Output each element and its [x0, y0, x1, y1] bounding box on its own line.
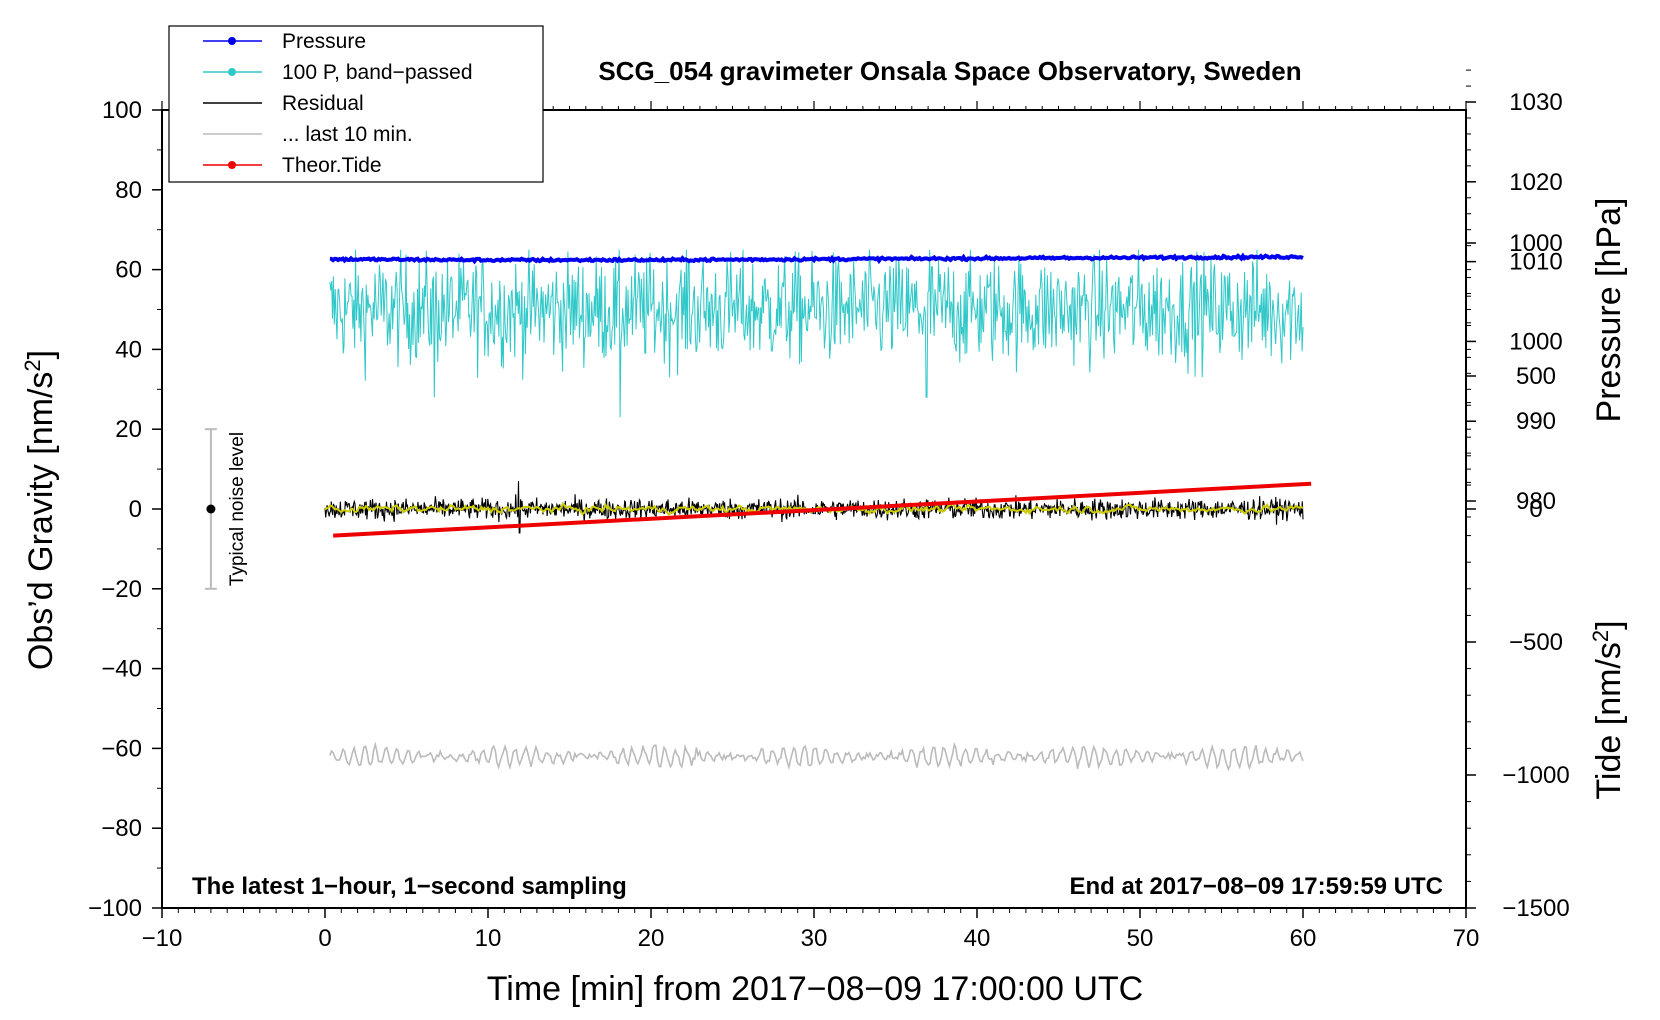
annotation-end-time: End at 2017−08−09 17:59:59 UTC: [1069, 873, 1443, 900]
tick-marks: [152, 69, 1476, 918]
series-pressure: [329, 252, 1304, 265]
y-tick-label: −40: [101, 656, 142, 683]
pressure-tick-label: 1000: [1509, 328, 1562, 355]
y-tick-label: −100: [88, 895, 142, 922]
y-tick-label: −20: [101, 576, 142, 603]
y-axis-pressure-title: Pressure [hPa]: [1590, 198, 1628, 423]
y-tick-label: 100: [102, 97, 142, 124]
x-tick-label: 50: [1127, 925, 1154, 952]
x-tick-label: −10: [142, 925, 183, 952]
legend-label: 100 P, band−passed: [282, 61, 473, 84]
y-tick-label: 0: [129, 496, 142, 523]
legend-label: Theor.Tide: [282, 154, 382, 177]
x-tick-label: 30: [801, 925, 828, 952]
x-tick-label: 70: [1453, 925, 1480, 952]
pressure-tick-label: 1020: [1509, 169, 1562, 196]
pressure-tick-label: 990: [1516, 408, 1556, 435]
series-group: [324, 249, 1312, 772]
tide-tick-label: 500: [1516, 363, 1556, 390]
tide-tick-label: 0: [1529, 496, 1542, 523]
legend: Pressure 100 P, band−passed Residual ... la…: [168, 25, 544, 183]
series-band-passed-pressure: [329, 249, 1304, 418]
pressure-tick-label: 1010: [1509, 249, 1562, 276]
x-tick-label: 10: [475, 925, 502, 952]
chart-title: SCG_054 gravimeter Onsala Space Observat…: [598, 56, 1301, 86]
tide-tick-label: 1000: [1509, 230, 1562, 257]
legend-swatch-marker: [228, 68, 236, 76]
annotation-sampling: The latest 1−hour, 1−second sampling: [192, 873, 627, 900]
y-tick-label: 20: [115, 416, 142, 443]
tide-tick-label: −1000: [1502, 762, 1569, 789]
x-axis-title: Time [min] from 2017−08−09 17:00:00 UTC: [487, 970, 1143, 1008]
legend-swatch-marker: [228, 37, 236, 45]
y-tick-label: 60: [115, 257, 142, 284]
pressure-tick-label: 1030: [1509, 89, 1562, 116]
legend-box: [168, 25, 544, 183]
y-tick-label: −80: [101, 815, 142, 842]
legend-swatch-marker: [228, 161, 236, 169]
legend-label: ... last 10 min.: [282, 123, 413, 146]
y-tick-label: −60: [101, 735, 142, 762]
y-tick-label: 40: [115, 336, 142, 363]
legend-label: Residual: [282, 92, 364, 115]
y-axis-left-title: Obs’d Gravity [nm/s2]: [20, 350, 61, 670]
tide-tick-label: −500: [1509, 629, 1563, 656]
x-tick-label: 60: [1290, 925, 1317, 952]
legend-label: Pressure: [282, 30, 366, 53]
x-tick-label: 20: [638, 925, 665, 952]
series-last-10-min: [329, 741, 1304, 772]
series-theoretical-tide: [333, 481, 1312, 538]
series-residual: [324, 481, 1304, 534]
pressure-tick-label: 980: [1516, 488, 1556, 515]
x-tick-label: 40: [964, 925, 991, 952]
x-tick-label: 0: [318, 925, 331, 952]
noise-level-indicator: Typical noise level: [204, 428, 248, 590]
y-tick-label: 80: [115, 177, 142, 204]
y-axis-tide-title: Tide [nm/s2]: [1588, 620, 1629, 799]
tick-labels: −10 0 10 20 30 40 50 60 70100806040200−20−40−60−…: [88, 89, 1570, 952]
noise-center-dot: [206, 504, 216, 514]
tide-tick-label: −1500: [1502, 895, 1569, 922]
noise-level-label: Typical noise level: [227, 432, 248, 586]
